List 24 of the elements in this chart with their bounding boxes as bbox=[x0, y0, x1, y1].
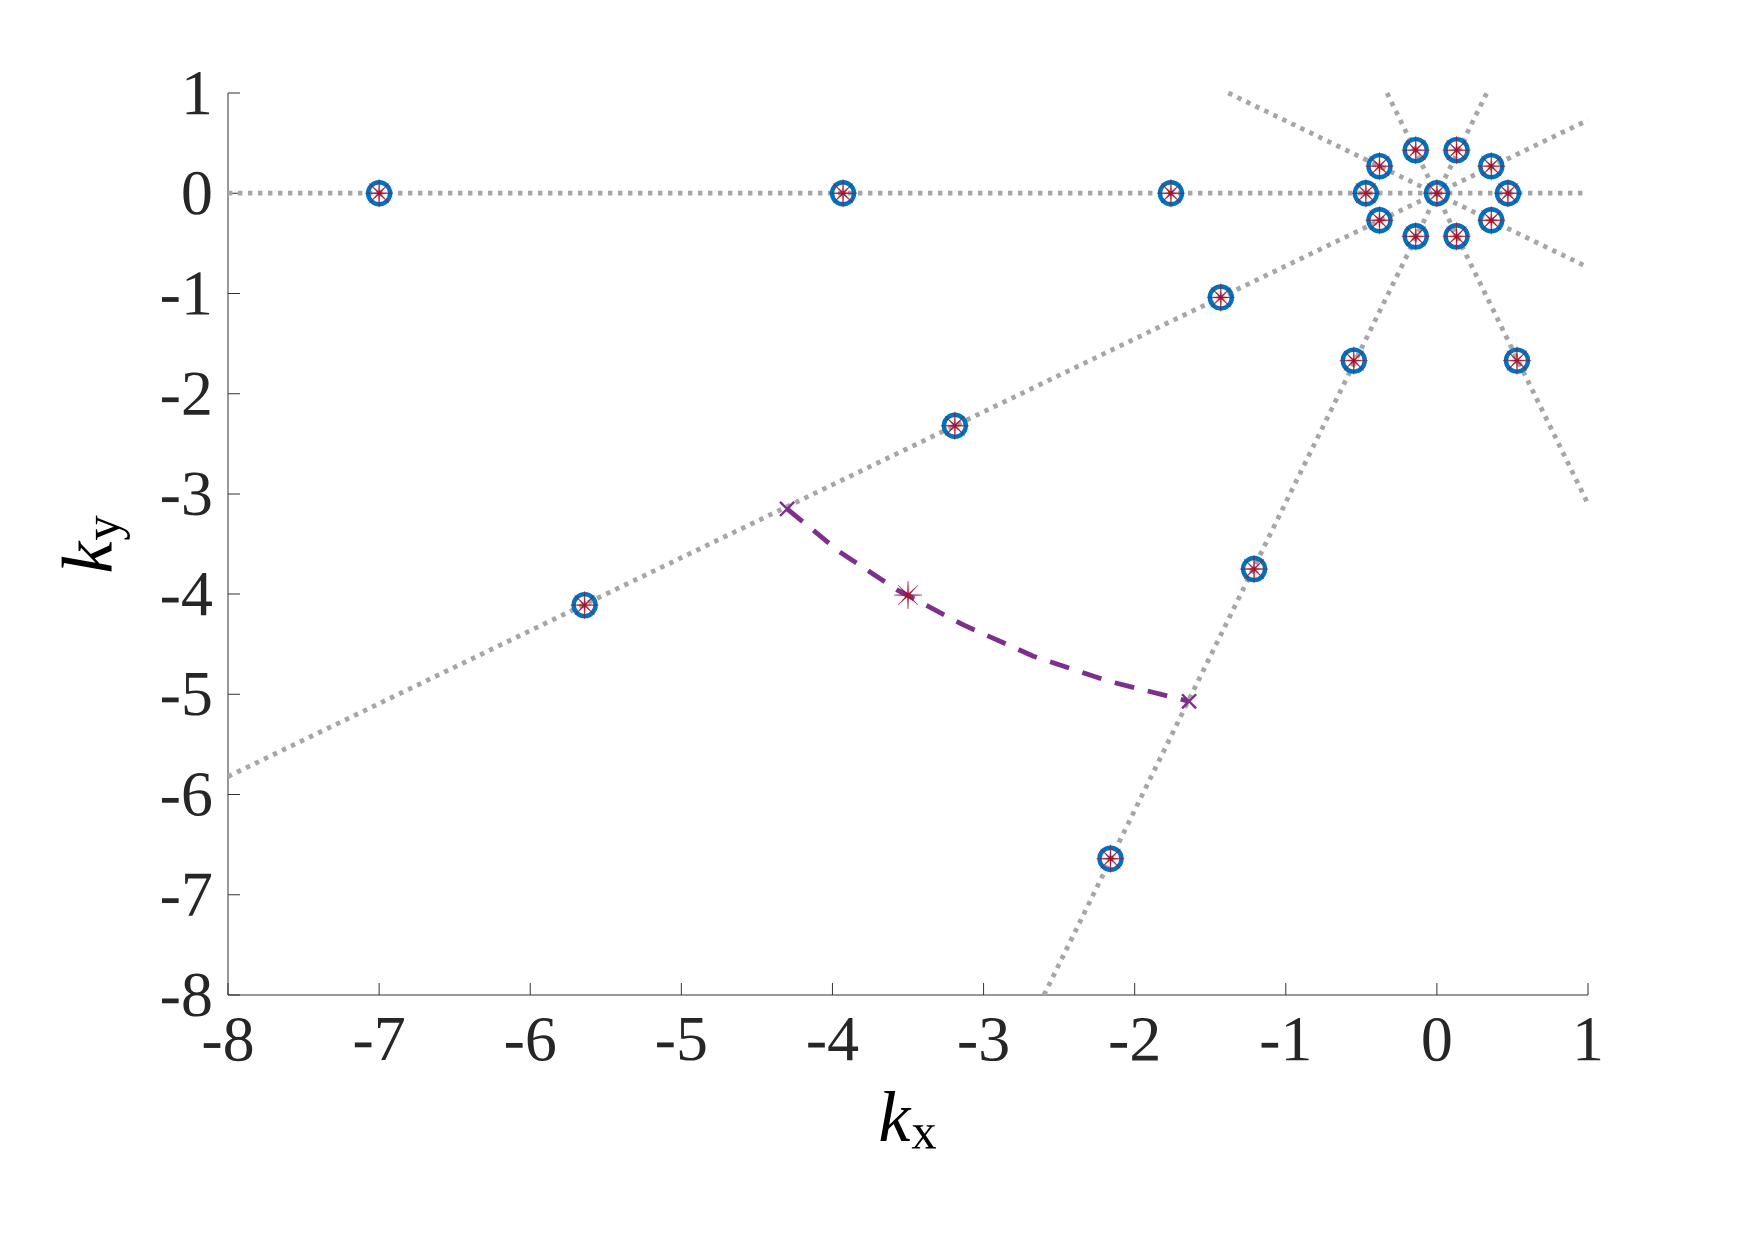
x-tick-label: -5 bbox=[657, 1018, 706, 1061]
x-tick-label: -2 bbox=[1110, 1018, 1158, 1061]
point bbox=[778, 500, 796, 518]
point bbox=[1180, 693, 1198, 710]
y-tick-label: 0 bbox=[183, 171, 211, 215]
y-tick-label: -8 bbox=[162, 973, 211, 1017]
x-tick-label: 0 bbox=[1423, 1018, 1451, 1062]
y-tick-label: -7 bbox=[162, 873, 212, 916]
x-tick-label: -1 bbox=[1261, 1018, 1309, 1061]
y-tick-label: 1 bbox=[186, 71, 210, 115]
x-tick-label: -6 bbox=[505, 1018, 555, 1062]
point bbox=[893, 580, 923, 610]
x-tick-label: -3 bbox=[959, 1018, 1008, 1062]
x-tick-label: 1 bbox=[1577, 1018, 1601, 1061]
x-tick-label: -7 bbox=[354, 1018, 404, 1060]
y-tick-label: -5 bbox=[162, 673, 211, 716]
y-axis-title: k$_{y}$ bbox=[61, 515, 130, 572]
x-axis-title: k$_{x}$ bbox=[880, 1090, 937, 1149]
x-tick-label: -4 bbox=[808, 1018, 859, 1061]
y-tick-label: -3 bbox=[162, 472, 211, 516]
y-tick-label: -6 bbox=[162, 773, 212, 817]
y-tick-label: -4 bbox=[162, 573, 212, 616]
y-tick-label: -1 bbox=[162, 272, 210, 315]
y-tick-label: -2 bbox=[162, 372, 210, 415]
